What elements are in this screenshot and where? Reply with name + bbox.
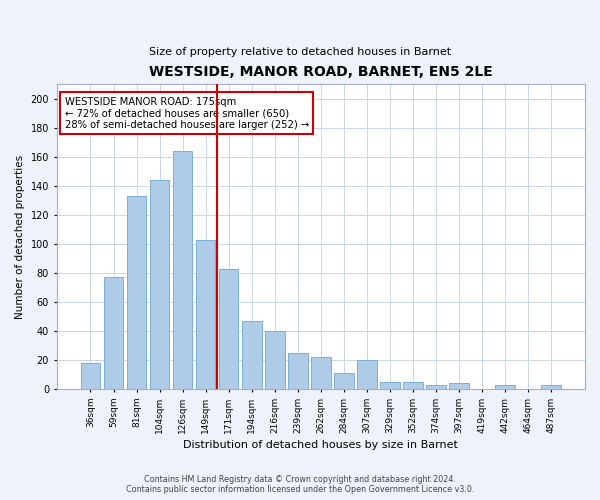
Bar bbox=[334, 373, 353, 389]
Bar bbox=[196, 240, 215, 389]
Bar bbox=[496, 384, 515, 389]
Bar bbox=[380, 382, 400, 389]
Bar bbox=[127, 196, 146, 389]
Bar bbox=[403, 382, 423, 389]
Bar bbox=[426, 384, 446, 389]
Bar bbox=[288, 353, 308, 389]
Text: WESTSIDE MANOR ROAD: 175sqm
← 72% of detached houses are smaller (650)
28% of se: WESTSIDE MANOR ROAD: 175sqm ← 72% of det… bbox=[65, 96, 309, 130]
Bar bbox=[242, 321, 262, 389]
X-axis label: Distribution of detached houses by size in Barnet: Distribution of detached houses by size … bbox=[184, 440, 458, 450]
Bar bbox=[265, 331, 284, 389]
Bar bbox=[219, 268, 238, 389]
Bar bbox=[173, 151, 193, 389]
Text: Contains HM Land Registry data © Crown copyright and database right 2024.
Contai: Contains HM Land Registry data © Crown c… bbox=[126, 474, 474, 494]
Text: Size of property relative to detached houses in Barnet: Size of property relative to detached ho… bbox=[149, 47, 451, 57]
Bar bbox=[81, 363, 100, 389]
Bar bbox=[104, 278, 124, 389]
Title: WESTSIDE, MANOR ROAD, BARNET, EN5 2LE: WESTSIDE, MANOR ROAD, BARNET, EN5 2LE bbox=[149, 65, 493, 79]
Bar bbox=[449, 383, 469, 389]
Bar bbox=[150, 180, 169, 389]
Bar bbox=[311, 357, 331, 389]
Y-axis label: Number of detached properties: Number of detached properties bbox=[15, 154, 25, 319]
Bar bbox=[541, 384, 561, 389]
Bar bbox=[357, 360, 377, 389]
